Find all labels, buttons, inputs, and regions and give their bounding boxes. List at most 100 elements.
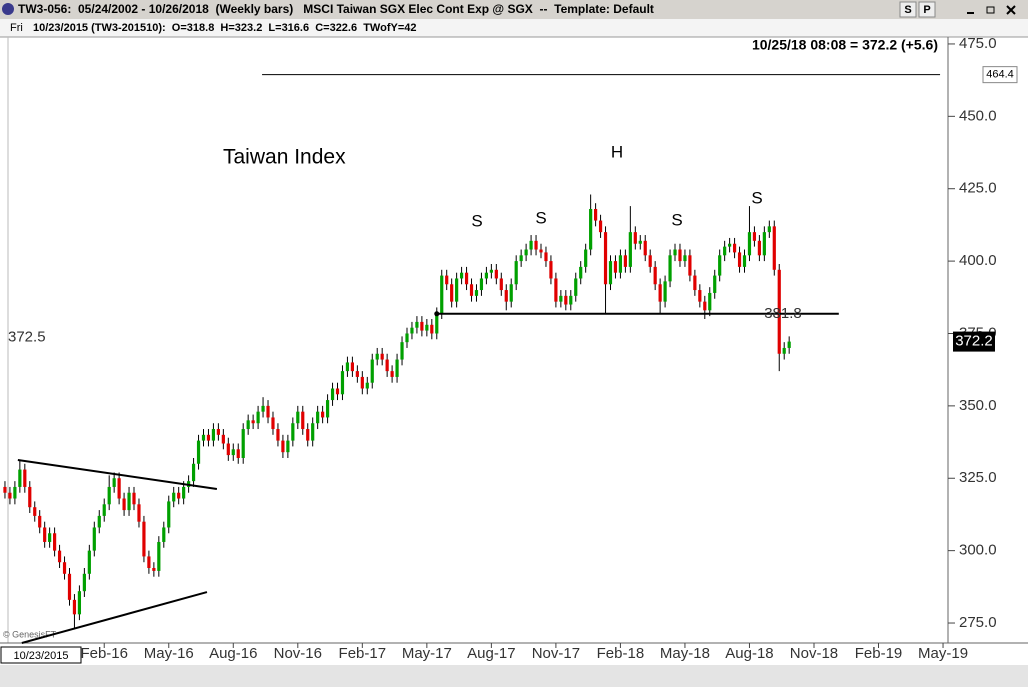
candle-body <box>251 420 255 424</box>
candle-body <box>742 255 747 267</box>
candle-body <box>296 411 300 424</box>
candle-body <box>191 463 196 482</box>
p-button-label[interactable]: P <box>923 4 930 16</box>
x-tick-label: Feb-17 <box>339 645 387 662</box>
chart-annotation: Taiwan Index <box>223 146 346 169</box>
candle-body <box>38 515 42 528</box>
candle-body <box>653 266 657 285</box>
candle-body <box>638 240 642 244</box>
close-button[interactable] <box>1003 2 1019 17</box>
candle-body <box>425 324 429 331</box>
candle-body <box>688 255 692 276</box>
candle-body <box>459 272 464 279</box>
candle-body <box>321 411 325 418</box>
candle-body <box>87 550 91 574</box>
candle-body <box>658 284 662 302</box>
candle-body <box>683 255 687 262</box>
candle-body <box>221 434 225 444</box>
candle-body <box>196 440 201 464</box>
minimize-button[interactable] <box>963 2 979 17</box>
candle-body <box>544 252 548 262</box>
app-icon <box>2 3 14 15</box>
candle-body <box>236 449 240 458</box>
candle-body <box>613 261 618 273</box>
candle-body <box>782 347 786 354</box>
y-tick-label: 400.0 <box>959 252 997 269</box>
candle-body <box>201 434 206 441</box>
candle-body <box>365 382 369 389</box>
candle-body <box>167 501 171 528</box>
candle-body <box>172 492 176 502</box>
candle-body <box>469 284 474 296</box>
restore-button[interactable] <box>983 2 999 17</box>
candle-body <box>67 573 72 600</box>
candle-body <box>400 342 404 360</box>
p-button[interactable] <box>918 1 936 18</box>
level-box-label: 464.4 <box>986 69 1014 81</box>
restore-icon[interactable] <box>986 6 995 14</box>
candle-body <box>728 243 732 247</box>
candle-body <box>28 486 32 508</box>
candle-body <box>182 486 186 499</box>
candle-body <box>266 405 270 418</box>
candle-body <box>410 327 414 334</box>
candle-body <box>241 429 245 458</box>
candle-body <box>643 240 647 256</box>
candle-body <box>281 440 285 453</box>
candle-body <box>589 208 593 250</box>
candle-body <box>142 521 146 557</box>
candle-body <box>777 269 781 354</box>
level-anchor <box>434 311 440 317</box>
candle-body <box>405 333 409 343</box>
candle-body <box>286 440 290 453</box>
candle-body <box>325 400 330 418</box>
minimize-box[interactable] <box>963 2 979 17</box>
candle-body <box>698 290 702 302</box>
y-tick-label: 300.0 <box>959 542 997 559</box>
crosshair-date-box <box>0 646 82 664</box>
candle-body <box>375 353 379 360</box>
candle-body <box>152 568 156 571</box>
candle-body <box>147 556 151 569</box>
candle-body <box>102 504 106 516</box>
candle-body <box>162 527 166 542</box>
close-icon[interactable] <box>1006 5 1016 15</box>
y-tick-label: 475.0 <box>959 35 997 52</box>
candle-body <box>693 275 697 291</box>
candle-body <box>678 249 682 262</box>
candle-body <box>435 313 439 334</box>
candle-body <box>440 275 444 314</box>
candle-body <box>117 478 121 499</box>
candle-body <box>514 261 518 285</box>
candle-body <box>529 240 533 250</box>
candle-body <box>554 278 558 302</box>
candle-body <box>489 269 493 273</box>
candle-body <box>246 420 250 430</box>
candle-body <box>539 249 543 253</box>
candle-body <box>271 417 275 430</box>
candle-body <box>574 278 578 296</box>
candle-body <box>673 249 677 256</box>
candle-body <box>648 255 652 267</box>
candle-body <box>127 492 131 511</box>
candle-body <box>757 240 761 256</box>
candle-body <box>633 232 637 244</box>
candle-body <box>231 449 235 456</box>
candle-body <box>380 353 384 360</box>
candle-body <box>316 411 320 424</box>
s-button-label[interactable]: S <box>904 4 911 16</box>
candle-body <box>226 443 230 456</box>
candle-body <box>256 411 260 424</box>
s-button[interactable] <box>899 1 917 18</box>
candle-body <box>579 266 583 279</box>
candle-body <box>509 284 513 302</box>
candle-body <box>291 423 295 441</box>
candle-body <box>335 388 340 395</box>
candle-body <box>8 492 12 499</box>
restore-box[interactable] <box>983 2 999 17</box>
pattern-label: S <box>751 188 762 207</box>
candle-body <box>311 423 315 441</box>
level-label: 381.8 <box>764 305 802 322</box>
